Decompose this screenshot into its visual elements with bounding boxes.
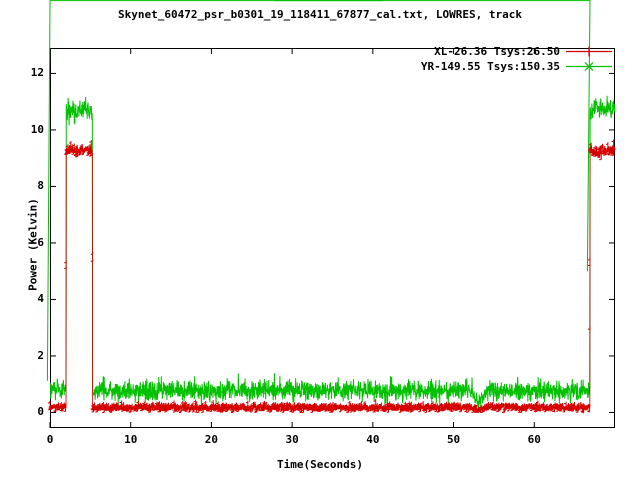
page-title: Skynet_60472_psr_b0301_19_118411_67877_c… <box>118 8 522 21</box>
x-tick-label: 50 <box>446 433 461 446</box>
legend-item-yr: YR-149.55 Tsys:150.35 <box>412 59 612 74</box>
x-tick-label: 60 <box>527 433 541 446</box>
y-tick-label: 12 <box>30 66 44 80</box>
legend-label-yr: YR-149.55 Tsys:150.35 <box>420 60 560 73</box>
y-tick-label: 6 <box>37 235 44 249</box>
x-axis-title: Time(Seconds) <box>276 458 364 471</box>
series-XL <box>48 139 616 414</box>
x-tick-label: 0 <box>46 433 54 446</box>
legend-label-xl: XL-26.36 Tsys:26.50 <box>434 45 560 58</box>
axis-ticks <box>49 48 615 428</box>
y-tick-label: 0 <box>37 405 44 419</box>
legend-item-xl: XL-26.36 Tsys:26.50 <box>412 44 612 59</box>
y-tick-label: 10 <box>30 122 44 136</box>
legend: XL-26.36 Tsys:26.50 YR-149.55 Tsys:150.3… <box>412 44 612 74</box>
y-tick-label: 4 <box>37 292 44 306</box>
y-axis-title: Power (Kelvin) <box>26 198 40 291</box>
y-tick-label: 2 <box>37 348 44 362</box>
y-tick-label: 8 <box>37 179 44 193</box>
series-YR <box>46 0 616 411</box>
x-tick-label: 40 <box>366 433 380 446</box>
legend-key-plus-icon <box>566 46 612 57</box>
x-tick-label: 30 <box>285 433 299 446</box>
plot-frame <box>50 48 615 428</box>
x-tick-label: 10 <box>124 433 138 446</box>
legend-key-cross-icon <box>566 61 612 72</box>
x-tick-label: 20 <box>204 433 219 446</box>
